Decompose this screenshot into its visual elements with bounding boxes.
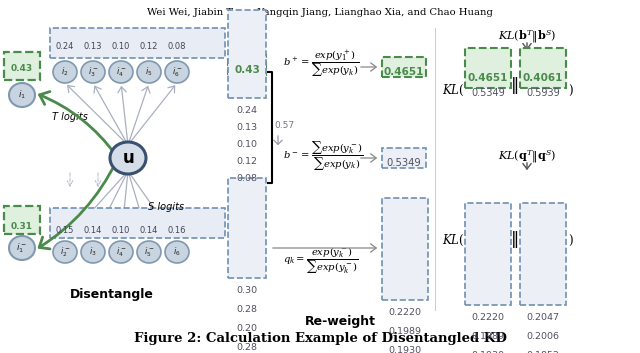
Ellipse shape bbox=[9, 83, 35, 107]
Text: Disentangle: Disentangle bbox=[70, 288, 154, 301]
Text: 0.28: 0.28 bbox=[237, 343, 257, 352]
Text: 0.4651: 0.4651 bbox=[384, 67, 424, 77]
Text: $\|$: $\|$ bbox=[510, 74, 518, 96]
FancyBboxPatch shape bbox=[228, 55, 266, 75]
Ellipse shape bbox=[53, 61, 77, 83]
Ellipse shape bbox=[109, 241, 133, 263]
Text: 0.5939: 0.5939 bbox=[526, 88, 560, 98]
Text: $b^- = \dfrac{\sum exp(\mathit{y}_k^-)}{\sum exp(\mathit{y}_k)}$: $b^- = \dfrac{\sum exp(\mathit{y}_k^-)}{… bbox=[283, 140, 364, 173]
Ellipse shape bbox=[165, 241, 189, 263]
FancyBboxPatch shape bbox=[382, 148, 426, 168]
Text: 0.4061: 0.4061 bbox=[523, 73, 563, 83]
Text: $\|$: $\|$ bbox=[510, 229, 518, 251]
Text: 0.08: 0.08 bbox=[168, 42, 186, 51]
Text: $KL($: $KL($ bbox=[442, 83, 465, 97]
Text: Wei Wei, Jiabin Tang, Yangqin Jiang, Lianghao Xia, and Chao Huang: Wei Wei, Jiabin Tang, Yangqin Jiang, Lia… bbox=[147, 8, 493, 17]
Ellipse shape bbox=[81, 241, 105, 263]
Text: $b^+ = \dfrac{exp(\mathit{y}_1^+)}{\sum exp(\mathit{y}_k)}$: $b^+ = \dfrac{exp(\mathit{y}_1^+)}{\sum … bbox=[283, 48, 359, 79]
Text: 0.13: 0.13 bbox=[84, 42, 102, 51]
FancyBboxPatch shape bbox=[228, 10, 266, 98]
Text: 0.43: 0.43 bbox=[11, 64, 33, 73]
Text: 0.5349: 0.5349 bbox=[387, 158, 421, 168]
Text: 0.1930: 0.1930 bbox=[472, 351, 504, 353]
Text: $i_6$: $i_6$ bbox=[173, 246, 181, 258]
Text: $i_1$: $i_1$ bbox=[18, 89, 26, 101]
Text: $)$: $)$ bbox=[568, 83, 573, 97]
Text: Figure 2: Calculation Example of Disentangled KD: Figure 2: Calculation Example of Disenta… bbox=[134, 332, 506, 345]
Text: 0.24: 0.24 bbox=[56, 42, 74, 51]
Text: $KL(\mathbf{b}^T\|\mathbf{b}^S)$: $KL(\mathbf{b}^T\|\mathbf{b}^S)$ bbox=[498, 28, 556, 45]
Ellipse shape bbox=[9, 236, 35, 260]
FancyBboxPatch shape bbox=[50, 208, 225, 238]
Text: 0.1852: 0.1852 bbox=[527, 351, 559, 353]
Ellipse shape bbox=[109, 61, 133, 83]
Ellipse shape bbox=[81, 61, 105, 83]
FancyBboxPatch shape bbox=[4, 52, 40, 80]
FancyBboxPatch shape bbox=[228, 178, 266, 278]
Text: 0.24: 0.24 bbox=[237, 106, 257, 115]
Text: 0.30: 0.30 bbox=[236, 286, 257, 295]
Text: 0.2047: 0.2047 bbox=[527, 313, 559, 322]
FancyBboxPatch shape bbox=[465, 203, 511, 305]
Text: 0.1989: 0.1989 bbox=[472, 332, 504, 341]
Text: $i_2^-$: $i_2^-$ bbox=[60, 245, 70, 259]
Ellipse shape bbox=[165, 61, 189, 83]
Text: $)$: $)$ bbox=[568, 233, 573, 247]
Ellipse shape bbox=[53, 241, 77, 263]
Text: 0.2220: 0.2220 bbox=[472, 313, 504, 322]
FancyBboxPatch shape bbox=[382, 57, 426, 77]
FancyBboxPatch shape bbox=[382, 198, 428, 300]
Text: T logits: T logits bbox=[52, 112, 88, 122]
Text: 0.15: 0.15 bbox=[56, 226, 74, 235]
Text: $i_4^-$: $i_4^-$ bbox=[116, 245, 126, 259]
Text: 0.16: 0.16 bbox=[168, 226, 186, 235]
Text: 0.57: 0.57 bbox=[274, 120, 294, 130]
Text: $i_3$: $i_3$ bbox=[89, 246, 97, 258]
FancyBboxPatch shape bbox=[520, 203, 566, 305]
Text: 0.12: 0.12 bbox=[140, 42, 158, 51]
Text: 0.43: 0.43 bbox=[234, 65, 260, 75]
Text: 0.10: 0.10 bbox=[237, 140, 257, 149]
Text: 0.12: 0.12 bbox=[237, 157, 257, 166]
Text: 0.10: 0.10 bbox=[112, 226, 130, 235]
Text: 0.28: 0.28 bbox=[237, 305, 257, 314]
Text: 0.20: 0.20 bbox=[237, 324, 257, 333]
Ellipse shape bbox=[137, 241, 161, 263]
Text: $i_2$: $i_2$ bbox=[61, 66, 68, 78]
Text: $KL(\mathbf{q}^T\|\mathbf{q}^S)$: $KL(\mathbf{q}^T\|\mathbf{q}^S)$ bbox=[498, 148, 556, 165]
Text: 0.13: 0.13 bbox=[236, 123, 257, 132]
Text: $i_3^-$: $i_3^-$ bbox=[88, 65, 98, 79]
Text: 0.10: 0.10 bbox=[112, 42, 130, 51]
Text: $i_5$: $i_5$ bbox=[145, 66, 153, 78]
Ellipse shape bbox=[110, 142, 146, 174]
Text: 0.08: 0.08 bbox=[237, 174, 257, 183]
Text: $i_1^-$: $i_1^-$ bbox=[17, 241, 28, 255]
Text: $KL($: $KL($ bbox=[442, 233, 465, 247]
Text: $q_k = \dfrac{exp(\mathit{y}_{k}^-)}{\sum exp(\mathit{y}_k^-)}$: $q_k = \dfrac{exp(\mathit{y}_{k}^-)}{\su… bbox=[283, 245, 359, 276]
Text: $\mathbf{u}$: $\mathbf{u}$ bbox=[122, 149, 134, 167]
Text: S logits: S logits bbox=[148, 202, 184, 212]
Text: 0.31: 0.31 bbox=[11, 222, 33, 231]
FancyBboxPatch shape bbox=[50, 28, 225, 58]
FancyBboxPatch shape bbox=[465, 48, 511, 88]
FancyBboxPatch shape bbox=[4, 206, 40, 234]
Ellipse shape bbox=[137, 61, 161, 83]
Text: 0.2006: 0.2006 bbox=[527, 332, 559, 341]
Text: 0.5349: 0.5349 bbox=[471, 88, 505, 98]
Text: Re-weight: Re-weight bbox=[305, 315, 376, 328]
Text: 0.14: 0.14 bbox=[84, 226, 102, 235]
FancyBboxPatch shape bbox=[520, 48, 566, 88]
Text: 0.14: 0.14 bbox=[140, 226, 158, 235]
Text: $i_6^-$: $i_6^-$ bbox=[172, 65, 182, 79]
Text: $i_5^-$: $i_5^-$ bbox=[144, 245, 154, 259]
Text: 0.4651: 0.4651 bbox=[468, 73, 508, 83]
Text: $i_4^-$: $i_4^-$ bbox=[116, 65, 126, 79]
Text: 0.2220: 0.2220 bbox=[388, 308, 422, 317]
Text: 0.1930: 0.1930 bbox=[388, 346, 422, 353]
Text: 0.1989: 0.1989 bbox=[388, 327, 422, 336]
